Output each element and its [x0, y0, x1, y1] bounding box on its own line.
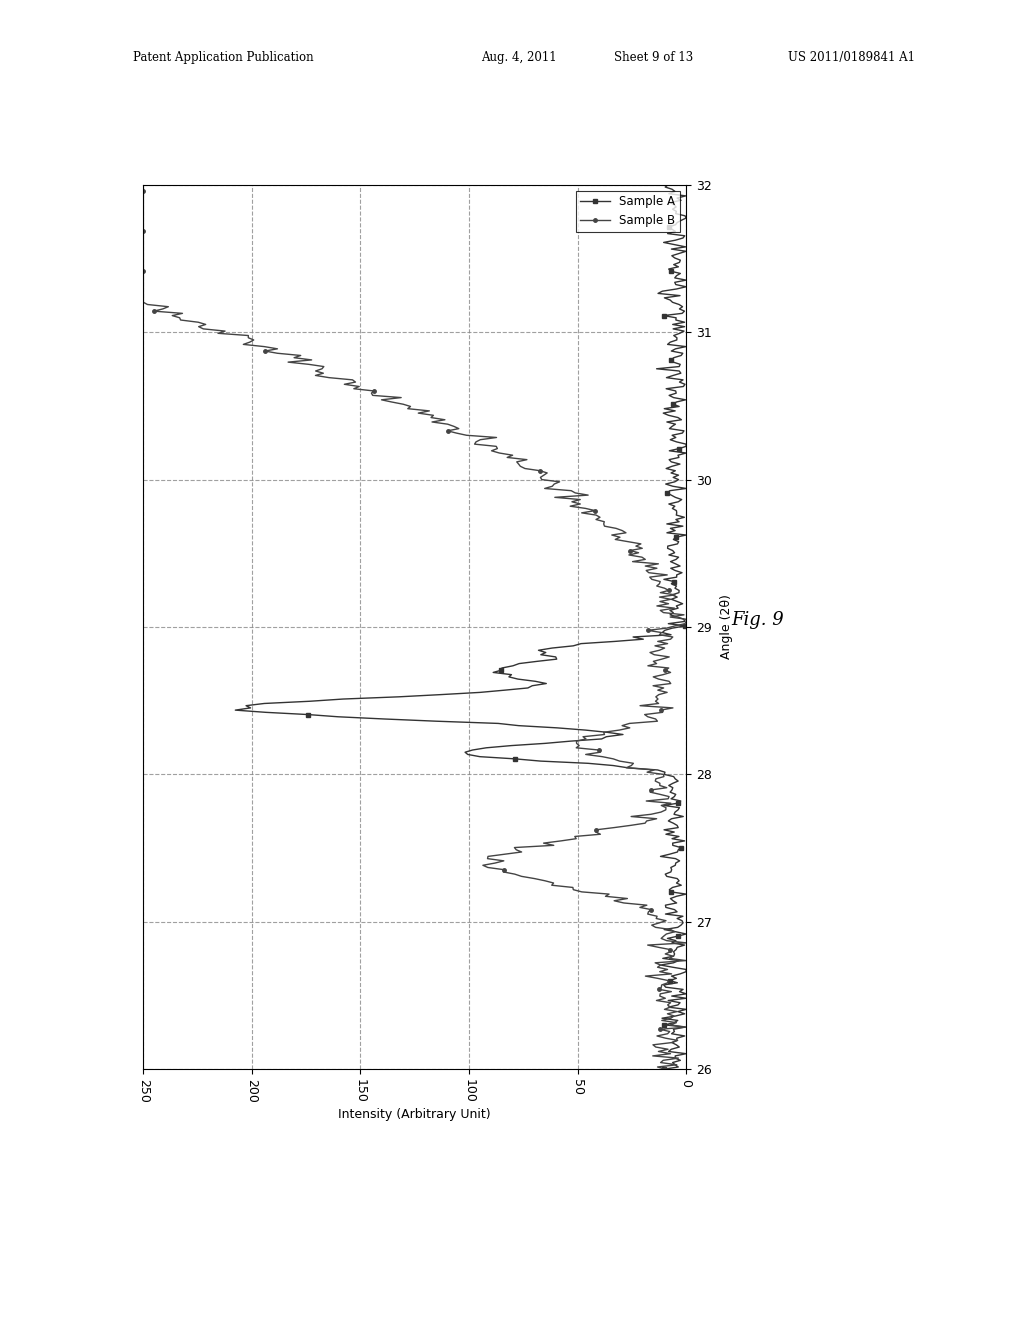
Text: Sheet 9 of 13: Sheet 9 of 13 [614, 51, 693, 65]
Text: Patent Application Publication: Patent Application Publication [133, 51, 313, 65]
Line: Sample B: Sample B [141, 183, 688, 1071]
Sample A [663, 177, 675, 193]
Text: Fig. 9: Fig. 9 [731, 611, 784, 630]
Sample B [649, 774, 662, 789]
Line: Sample A: Sample A [233, 183, 688, 1071]
Sample B [575, 506, 588, 521]
Sample A [658, 1061, 671, 1077]
Sample A [668, 954, 680, 970]
Sample B [658, 1061, 671, 1077]
Sample A [678, 422, 690, 438]
Sample A [378, 711, 390, 727]
Text: US 2011/0189841 A1: US 2011/0189841 A1 [788, 51, 915, 65]
Sample B [447, 418, 460, 434]
Text: Aug. 4, 2011: Aug. 4, 2011 [481, 51, 557, 65]
Sample B [649, 954, 662, 970]
Sample B [649, 711, 662, 727]
Sample B [441, 422, 454, 438]
Sample A [666, 418, 678, 434]
Y-axis label: Angle (2θ): Angle (2θ) [720, 594, 733, 660]
Sample A [672, 774, 684, 789]
Sample A [671, 506, 683, 521]
Sample B [137, 177, 150, 193]
X-axis label: Intensity (Arbitrary Unit): Intensity (Arbitrary Unit) [338, 1109, 492, 1122]
Legend: Sample A, Sample B: Sample A, Sample B [575, 190, 680, 232]
